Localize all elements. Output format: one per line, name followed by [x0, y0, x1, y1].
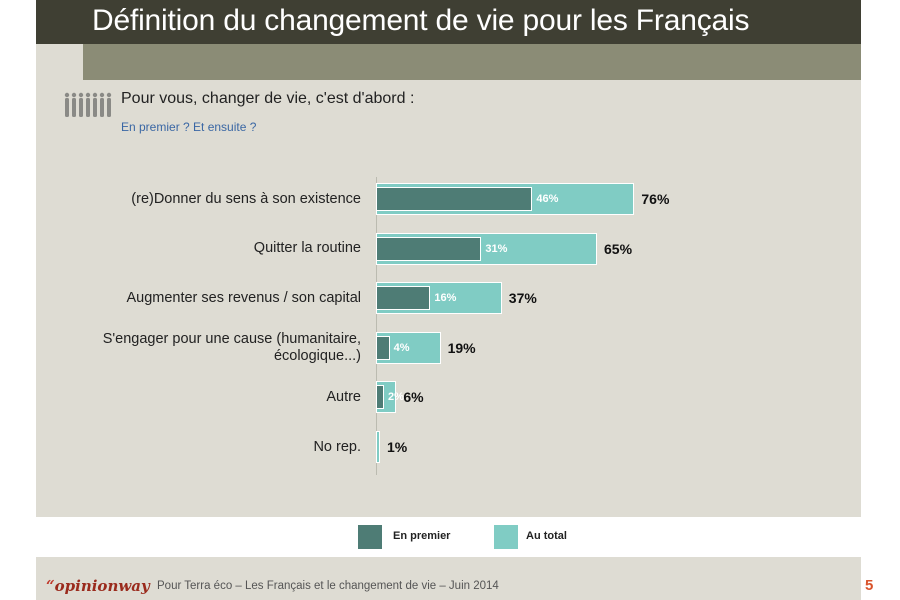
value-label-total: 76%	[641, 191, 670, 207]
category-label: Quitter la routine	[253, 240, 361, 257]
value-label-first: 31%	[485, 242, 508, 255]
bar-first	[376, 187, 533, 211]
legend-label-total: Au total	[526, 530, 567, 542]
title-bar: Définition du changement de vie pour les…	[36, 0, 861, 44]
category-axis	[376, 177, 377, 475]
bar-first	[376, 236, 482, 261]
legend-swatch-first	[358, 525, 382, 549]
bar-first	[376, 385, 384, 410]
bar-first	[376, 335, 390, 360]
legend-swatch-total	[494, 525, 518, 549]
legend	[36, 517, 861, 557]
opinionway-logo: “opinionway	[46, 577, 150, 595]
footer-text: Pour Terra éco – Les Français et le chan…	[157, 580, 499, 592]
category-label: (re)Donner du sens à son existence	[131, 190, 361, 207]
title-sub-band	[83, 44, 861, 80]
bar-first	[376, 286, 431, 311]
page-number: 5	[865, 577, 874, 594]
page-title: Définition du changement de vie pour les…	[92, 4, 750, 37]
people-icon	[64, 92, 112, 117]
bar-total	[376, 431, 380, 463]
legend-label-first: En premier	[393, 530, 451, 542]
value-label-first: 4%	[393, 341, 410, 354]
value-label-total: 6%	[403, 389, 424, 406]
value-label-total: 37%	[508, 290, 537, 307]
value-label-first: 2%	[388, 391, 404, 404]
question-text: Pour vous, changer de vie, c'est d'abord…	[121, 90, 415, 107]
value-label-first: 16%	[434, 292, 457, 305]
category-label: No rep.	[313, 438, 361, 455]
value-label-total: 65%	[604, 240, 633, 257]
category-label: S'engager pour une cause (humanitaire, é…	[102, 330, 361, 364]
value-label-total: 1%	[387, 439, 408, 455]
category-label: Augmenter ses revenus / son capital	[126, 289, 361, 306]
value-label-first: 46%	[536, 193, 559, 205]
value-label-total: 19%	[447, 339, 476, 356]
sub-question-text: En premier ? Et ensuite ?	[121, 120, 257, 134]
category-label: Autre	[326, 388, 361, 405]
slide: Définition du changement de vie pour les…	[36, 0, 873, 600]
